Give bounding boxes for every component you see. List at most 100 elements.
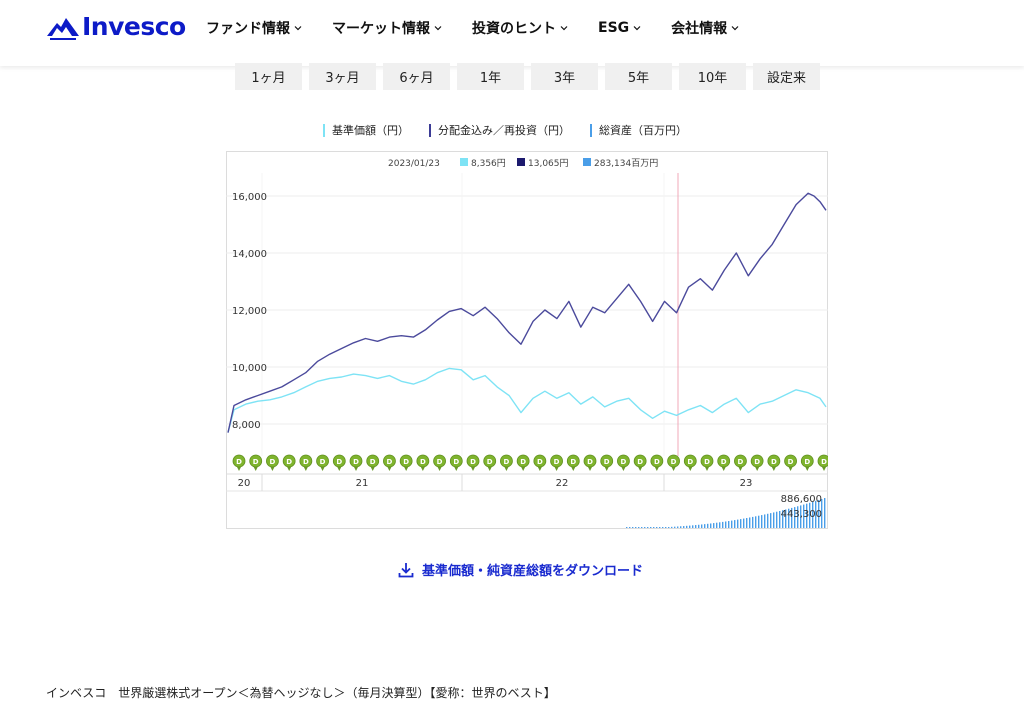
dividend-marker[interactable]: D — [600, 454, 614, 471]
dividend-marker[interactable]: D — [249, 454, 263, 471]
marker-circle — [566, 454, 580, 468]
dividend-marker[interactable]: D — [483, 454, 497, 471]
dividend-marker[interactable]: D — [617, 454, 630, 471]
period-1m-button[interactable]: 1ヶ月 — [235, 63, 302, 90]
dividend-marker[interactable]: D — [449, 454, 463, 471]
dividend-marker[interactable]: D — [533, 454, 547, 471]
marker-circle — [466, 454, 480, 468]
dividend-marker[interactable]: D — [416, 454, 430, 471]
legend-total-assets[interactable]: 総資産（百万円） — [590, 122, 687, 138]
period-since-inception-button[interactable]: 設定来 — [753, 63, 820, 90]
dividend-marker[interactable]: D — [500, 454, 513, 471]
marker-circle — [416, 454, 430, 468]
period-3m-button[interactable]: 3ヶ月 — [309, 63, 376, 90]
legend-label: 分配金込み／再投資（円） — [438, 124, 570, 137]
dividend-marker[interactable]: D — [366, 454, 380, 471]
period-1y-button[interactable]: 1年 — [457, 63, 524, 90]
assets-bar — [656, 527, 658, 528]
marker-label: D — [604, 458, 610, 466]
dividend-marker[interactable]: D — [767, 454, 781, 471]
dividend-marker[interactable]: D — [266, 454, 279, 471]
nav-company-info[interactable]: 会社情報 — [671, 18, 739, 38]
marker-circle — [700, 454, 714, 468]
dividend-marker[interactable]: D — [433, 454, 446, 471]
nav-label: ファンド情報 — [206, 21, 290, 37]
assets-max-label: 886,600 — [781, 494, 822, 505]
legend-reinvested[interactable]: 分配金込み／再投資（円） — [429, 122, 570, 138]
marker-label: D — [754, 458, 760, 466]
marker-label: D — [821, 458, 827, 466]
assets-bar — [704, 524, 706, 528]
tooltip-date: 2023/01/23 — [388, 159, 440, 169]
assets-bar — [689, 525, 691, 528]
price-chart[interactable]: 16,000 14,000 12,000 10,000 8,000 D D D D D D D D D D… — [226, 151, 831, 529]
marker-circle — [449, 454, 463, 468]
dividend-marker[interactable]: D — [349, 454, 363, 471]
dividend-marker[interactable]: D — [332, 454, 346, 471]
dividend-marker[interactable]: D — [383, 454, 396, 471]
assets-bar — [731, 520, 733, 528]
assets-bar — [638, 527, 640, 528]
dividend-marker[interactable]: D — [650, 454, 664, 471]
assets-bar — [812, 501, 814, 528]
assets-bar — [716, 522, 718, 528]
tooltip-assets-value: 283,134百万円 — [594, 158, 658, 169]
y-axis: 16,000 14,000 12,000 10,000 8,000 — [232, 192, 267, 431]
x-tick-label: 22 — [556, 478, 569, 489]
tooltip-reinvested-value: 13,065円 — [528, 158, 569, 169]
period-3y-button[interactable]: 3年 — [531, 63, 598, 90]
chart-svg: 16,000 14,000 12,000 10,000 8,000 D D D D D D D D D D… — [226, 151, 831, 529]
dividend-marker[interactable]: D — [466, 454, 480, 471]
dividend-marker[interactable]: D — [683, 454, 697, 471]
legend-nav[interactable]: 基準価額（円） — [323, 122, 409, 138]
marker-circle — [800, 454, 814, 468]
download-link[interactable]: 基準価額・純資産総額をダウンロード — [398, 560, 643, 579]
marker-label: D — [303, 458, 309, 466]
dividend-marker[interactable]: D — [399, 454, 413, 471]
dividend-marker[interactable]: D — [299, 454, 313, 471]
dividend-marker[interactable]: D — [316, 454, 329, 471]
period-10y-button[interactable]: 10年 — [679, 63, 746, 90]
dividend-marker[interactable]: D — [550, 454, 563, 471]
assets-bar — [677, 526, 679, 528]
assets-bar — [761, 515, 763, 528]
dividend-marker[interactable]: D — [232, 454, 246, 471]
period-5y-button[interactable]: 5年 — [605, 63, 672, 90]
assets-bar — [764, 514, 766, 528]
dividend-marker[interactable]: D — [817, 454, 831, 471]
mountain-logo-icon — [47, 17, 79, 40]
marker-circle — [433, 454, 446, 468]
dividend-marker[interactable]: D — [633, 454, 647, 471]
invesco-logo[interactable]: Invesco — [46, 12, 186, 41]
assets-bar — [746, 518, 748, 528]
nav-esg[interactable]: ESG — [598, 18, 641, 38]
dividend-marker[interactable]: D — [667, 454, 680, 471]
assets-bar — [785, 509, 787, 528]
period-selector: 1ヶ月 3ヶ月 6ヶ月 1年 3年 5年 10年 設定来 — [235, 63, 820, 90]
chevron-down-icon — [294, 26, 302, 31]
dividend-marker[interactable]: D — [800, 454, 814, 471]
marker-circle — [717, 454, 731, 468]
dividend-marker[interactable]: D — [566, 454, 580, 471]
period-6m-button[interactable]: 6ヶ月 — [383, 63, 450, 90]
dividend-marker[interactable]: D — [700, 454, 714, 471]
y-tick-label: 8,000 — [232, 420, 261, 431]
dividend-marker[interactable]: D — [717, 454, 731, 471]
nav-fund-info[interactable]: ファンド情報 — [206, 18, 302, 38]
assets-bar — [662, 527, 664, 528]
assets-bar — [815, 500, 817, 528]
dividend-marker[interactable]: D — [750, 454, 764, 471]
dividend-marker[interactable]: D — [734, 454, 747, 471]
site-header: Invesco ファンド情報 マーケット情報 投資のヒント ESG 会社情報 — [0, 0, 1024, 66]
dividend-marker[interactable]: D — [282, 454, 296, 471]
marker-circle — [332, 454, 346, 468]
dividend-marker[interactable]: D — [784, 454, 797, 471]
marker-label: D — [387, 458, 393, 466]
dividend-marker[interactable]: D — [583, 454, 597, 471]
nav-investment-tips[interactable]: 投資のヒント — [472, 18, 568, 38]
marker-label: D — [437, 458, 443, 466]
marker-label: D — [637, 458, 643, 466]
dividend-marker[interactable]: D — [516, 454, 530, 471]
nav-market-info[interactable]: マーケット情報 — [332, 18, 442, 38]
